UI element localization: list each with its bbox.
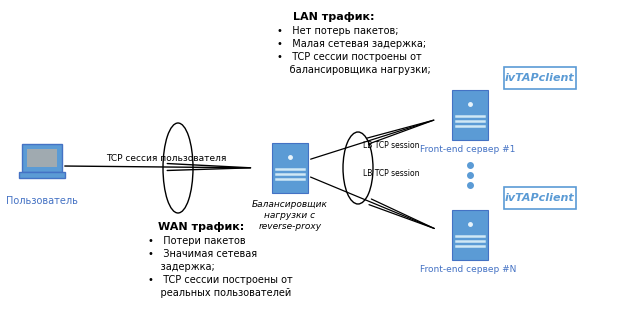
Text: Front-end сервер #1: Front-end сервер #1 bbox=[420, 145, 515, 154]
Bar bbox=[452, 210, 488, 260]
Text: LB TCP session: LB TCP session bbox=[363, 169, 420, 178]
Bar bbox=[27, 149, 57, 167]
Bar bbox=[452, 90, 488, 140]
Bar bbox=[22, 144, 62, 172]
Bar bbox=[504, 67, 576, 89]
Bar bbox=[504, 187, 576, 209]
Text: •   Нет потерь пакетов;: • Нет потерь пакетов; bbox=[277, 26, 399, 36]
Text: •   TCP сессии построены от: • TCP сессии построены от bbox=[148, 275, 293, 285]
Text: ivTAPclient: ivTAPclient bbox=[505, 193, 575, 203]
Text: •   Значимая сетевая: • Значимая сетевая bbox=[148, 249, 257, 259]
Text: •   Потери пакетов: • Потери пакетов bbox=[148, 236, 245, 246]
Text: Front-end сервер #N: Front-end сервер #N bbox=[420, 265, 516, 274]
Text: TCP сессия пользователя: TCP сессия пользователя bbox=[106, 154, 226, 163]
Text: ivTAPclient: ivTAPclient bbox=[505, 73, 575, 83]
Bar bbox=[19, 172, 65, 178]
Text: •   Малая сетевая задержка;: • Малая сетевая задержка; bbox=[277, 39, 426, 49]
Text: LAN трафик:: LAN трафик: bbox=[293, 12, 375, 22]
Bar bbox=[272, 143, 308, 193]
Text: реальных пользователей: реальных пользователей bbox=[148, 288, 291, 298]
Text: Пользователь: Пользователь bbox=[6, 196, 78, 206]
Text: •   TCP сессии построены от: • TCP сессии построены от bbox=[277, 52, 421, 62]
Text: балансировщика нагрузки;: балансировщика нагрузки; bbox=[277, 65, 431, 75]
Text: LB TCP session: LB TCP session bbox=[363, 141, 420, 150]
Text: задержка;: задержка; bbox=[148, 262, 214, 272]
Text: Балансировщик
нагрузки с
reverse-proxy: Балансировщик нагрузки с reverse-proxy bbox=[252, 200, 328, 231]
Text: WAN трафик:: WAN трафик: bbox=[158, 222, 244, 232]
